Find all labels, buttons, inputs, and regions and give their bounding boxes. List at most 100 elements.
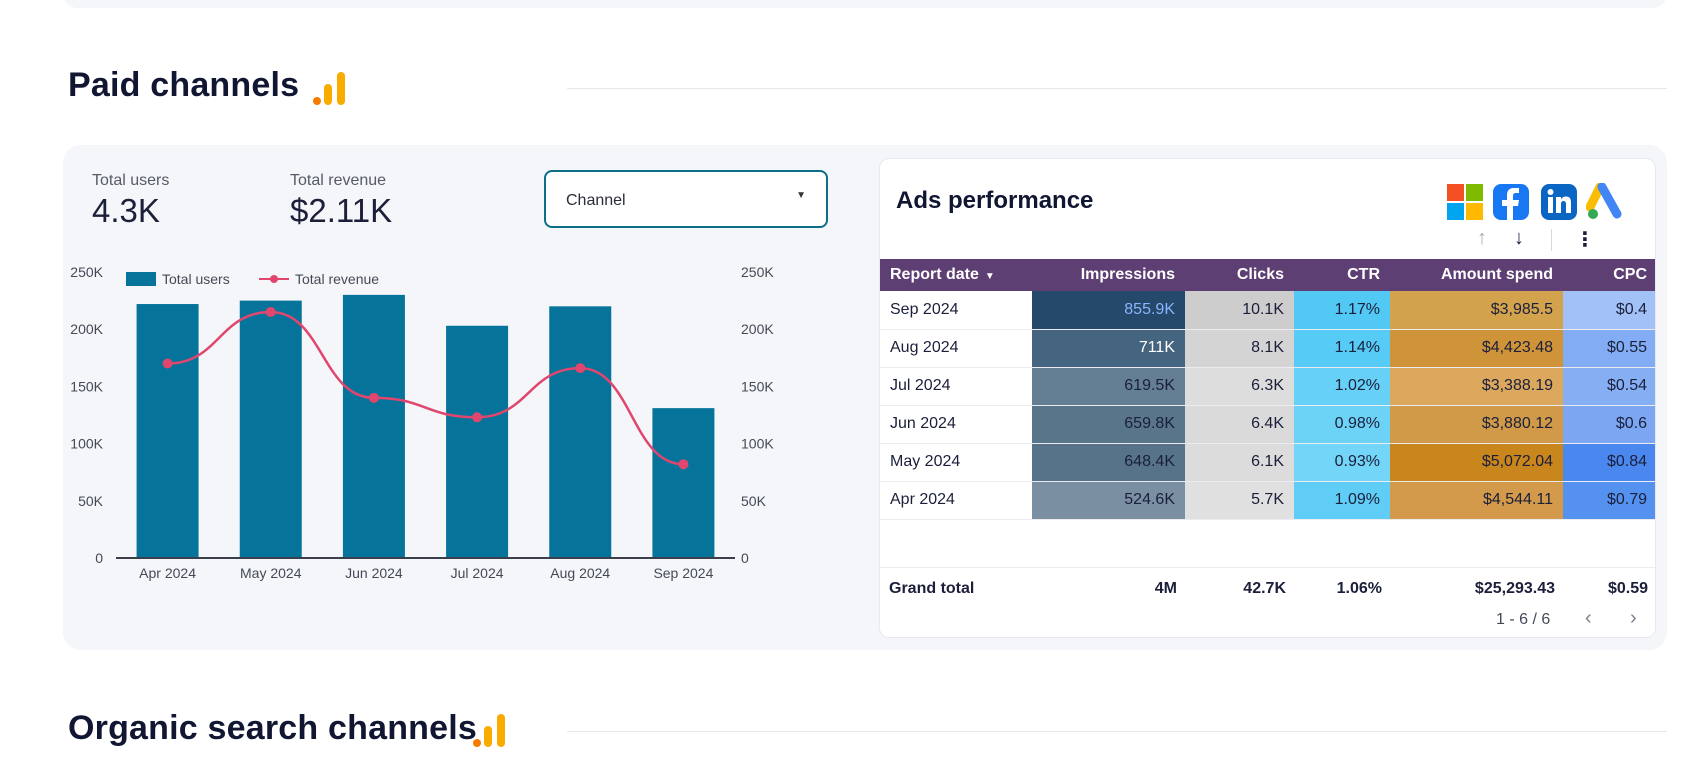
pagination-label: 1 - 6 / 6 [1496, 611, 1551, 628]
cell-cpc: $0.84 [1563, 443, 1655, 482]
ads-performance-title: Ads performance [896, 187, 1094, 214]
col-ctr[interactable]: CTR [1294, 259, 1390, 291]
cell-report-date: Jul 2024 [880, 367, 1032, 406]
x-tick-label: Sep 2024 [653, 565, 713, 581]
channel-dropdown-label: Channel [566, 192, 626, 209]
cell-cpc: $0.6 [1563, 405, 1655, 444]
point-total-revenue [368, 392, 379, 403]
cell-clicks: 6.4K [1185, 405, 1294, 444]
legend-dot-revenue [270, 275, 278, 283]
cell-clicks: 5.7K [1185, 481, 1294, 520]
cell-impressions: 855.9K [1032, 291, 1185, 330]
table-row: Jun 2024 659.8K 6.4K 0.98% $3,880.12 $0.6 [880, 405, 1655, 444]
table-row: Aug 2024 711K 8.1K 1.14% $4,423.48 $0.55 [880, 329, 1655, 368]
channel-dropdown[interactable]: Channel ▼ [544, 170, 828, 228]
cell-report-date: Sep 2024 [880, 291, 1032, 330]
total-revenue-label: Total revenue [290, 172, 387, 189]
x-tick-label: Jun 2024 [345, 565, 403, 581]
caret-down-icon: ▼ [796, 190, 806, 201]
grand-total-cpc: $0.59 [1607, 580, 1648, 597]
cell-impressions: 711K [1032, 329, 1185, 368]
bar-total-users [446, 325, 509, 558]
x-tick-label: Aug 2024 [550, 565, 610, 581]
cell-cpc: $0.79 [1563, 481, 1655, 520]
table-row: Apr 2024 524.6K 5.7K 1.09% $4,544.11 $0.79 [880, 481, 1655, 520]
cell-ctr: 1.14% [1294, 329, 1390, 368]
cell-amount-spend: $5,072.04 [1390, 443, 1563, 482]
y-tick-right: 200K [741, 321, 774, 337]
col-report-date[interactable]: Report date ▼ [880, 259, 1032, 291]
cell-ctr: 0.98% [1294, 405, 1390, 444]
col-cpc[interactable]: CPC [1563, 259, 1655, 291]
cell-clicks: 6.1K [1185, 443, 1294, 482]
linkedin-icon [1541, 184, 1577, 220]
bar-total-users [136, 304, 199, 558]
cell-amount-spend: $3,985.5 [1390, 291, 1563, 330]
bar-total-users [342, 294, 405, 558]
y-tick-left: 0 [95, 550, 103, 566]
cell-clicks: 6.3K [1185, 367, 1294, 406]
cell-ctr: 1.09% [1294, 481, 1390, 520]
section-divider [567, 731, 1667, 732]
more-options-icon[interactable]: ⋮ [1575, 229, 1595, 251]
paid-channels-title: Paid channels [68, 66, 300, 104]
y-tick-left: 50K [78, 493, 104, 509]
total-users-value: 4.3K [92, 192, 160, 229]
cell-report-date: Aug 2024 [880, 329, 1032, 368]
bar-total-users [549, 306, 612, 558]
facebook-icon [1493, 184, 1529, 220]
cell-report-date: Apr 2024 [880, 481, 1032, 520]
users-revenue-chart: Total users Total revenue 0 0 50K 50K 100K 10… [70, 264, 774, 581]
bar-total-users [239, 300, 302, 558]
next-page-icon[interactable]: › [1630, 607, 1637, 629]
organic-channels-title: Organic search channels [68, 709, 477, 747]
grand-total-label: Grand total [889, 580, 975, 597]
table-row: May 2024 648.4K 6.1K 0.93% $5,072.04 $0.84 [880, 443, 1655, 482]
cell-amount-spend: $4,423.48 [1390, 329, 1563, 368]
legend-label-users: Total users [162, 271, 230, 287]
section-divider [567, 88, 1667, 89]
bar-total-users [652, 408, 715, 558]
y-tick-right: 150K [741, 378, 774, 394]
point-total-revenue [265, 307, 276, 318]
cell-impressions: 619.5K [1032, 367, 1185, 406]
cell-cpc: $0.4 [1563, 291, 1655, 330]
x-tick-label: Jul 2024 [451, 565, 504, 581]
legend-label-revenue: Total revenue [295, 271, 379, 287]
previous-page-icon[interactable]: ‹ [1585, 607, 1592, 629]
cell-ctr: 1.17% [1294, 291, 1390, 330]
y-tick-right: 50K [741, 493, 767, 509]
total-users-label: Total users [92, 172, 170, 189]
col-amount-spend[interactable]: Amount spend [1390, 259, 1563, 291]
y-tick-left: 200K [70, 321, 103, 337]
cell-impressions: 524.6K [1032, 481, 1185, 520]
microsoft-icon [1447, 184, 1483, 220]
sort-caret-icon: ▼ [984, 271, 995, 282]
x-tick-label: May 2024 [240, 565, 302, 581]
total-revenue-value: $2.11K [290, 192, 393, 229]
point-total-revenue [678, 459, 689, 470]
cell-impressions: 648.4K [1032, 443, 1185, 482]
cell-clicks: 10.1K [1185, 291, 1294, 330]
y-tick-right: 0 [741, 550, 749, 566]
ads-performance-card: Ads performance ↑ ↓ ⋮ Report date ▼ Impre… [879, 158, 1656, 638]
controls-divider [1551, 229, 1552, 251]
grand-total-ctr: 1.06% [1336, 580, 1382, 597]
sort-ascending-icon[interactable]: ↑ [1477, 227, 1487, 249]
cell-ctr: 0.93% [1294, 443, 1390, 482]
col-impressions[interactable]: Impressions [1032, 259, 1185, 291]
sort-descending-icon[interactable]: ↓ [1514, 227, 1524, 249]
previous-section-panel [63, 0, 1667, 8]
col-clicks[interactable]: Clicks [1185, 259, 1294, 291]
y-tick-left: 150K [70, 378, 103, 394]
cell-cpc: $0.55 [1563, 329, 1655, 368]
cell-amount-spend: $4,544.11 [1390, 481, 1563, 520]
google-ads-icon [1586, 183, 1622, 219]
grand-total-impressions: 4M [1154, 580, 1177, 597]
grand-total-clicks: 42.7K [1243, 580, 1286, 597]
table-row: Sep 2024 855.9K 10.1K 1.17% $3,985.5 $0.4 [880, 291, 1655, 330]
cell-ctr: 1.02% [1294, 367, 1390, 406]
cell-amount-spend: $3,388.19 [1390, 367, 1563, 406]
y-tick-left: 100K [70, 436, 103, 452]
cell-amount-spend: $3,880.12 [1390, 405, 1563, 444]
